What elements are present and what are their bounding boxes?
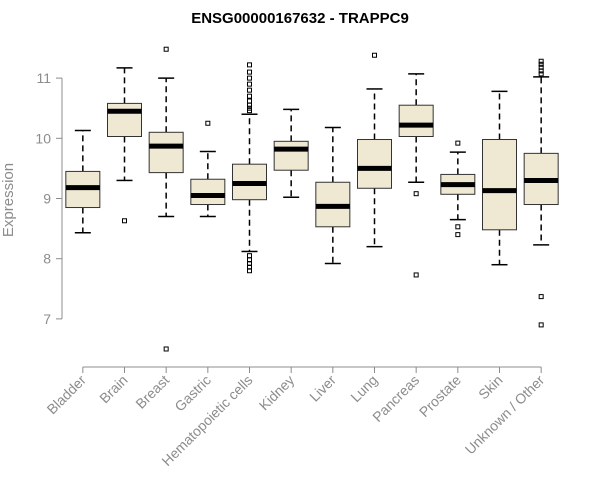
box-liver (315, 126, 351, 265)
box-breast (148, 46, 184, 352)
box-prostate (440, 140, 476, 238)
box-brain (107, 67, 142, 224)
y-tick-label: 8 (43, 251, 51, 267)
box-iqr (357, 139, 392, 189)
outlier-point (538, 68, 544, 74)
boxes-group (65, 46, 559, 352)
outlier-point (455, 232, 461, 238)
box-iqr (107, 102, 142, 138)
outlier-point (122, 218, 127, 224)
x-tick-label: Kidney (256, 372, 298, 414)
outlier-point (455, 224, 461, 230)
x-tick-label: Unknown / Other (462, 372, 548, 458)
x-tick-label: Prostate (416, 372, 464, 420)
box-iqr (482, 139, 517, 231)
y-tick-label: 11 (36, 70, 51, 86)
outlier-point (538, 71, 544, 77)
box-iqr (273, 140, 309, 171)
box-iqr (148, 131, 184, 174)
outlier-point (247, 75, 252, 81)
box-unknown-other (523, 58, 559, 328)
outlier-point (413, 191, 419, 197)
outlier-point (247, 102, 252, 108)
outlier-point (163, 46, 169, 52)
x-tick-label: Brain (96, 372, 130, 406)
outlier-point (247, 268, 252, 274)
x-tick-label: Bladder (44, 372, 90, 418)
outlier-point (538, 58, 544, 64)
outlier-point (538, 322, 544, 328)
y-tick-label: 9 (43, 191, 51, 207)
outlier-point (247, 81, 252, 87)
outlier-point (247, 69, 252, 75)
y-axis-label: Expression (0, 163, 17, 237)
x-tick-label: Breast (132, 372, 172, 412)
box-lung (357, 52, 392, 248)
outlier-point (538, 294, 544, 300)
box-hematopoietic-cells (232, 62, 267, 274)
box-gastric (190, 120, 226, 218)
box-iqr (190, 178, 226, 206)
outlier-point (455, 140, 461, 146)
outlier-point (247, 108, 252, 114)
box-skin (482, 90, 517, 266)
outlier-point (163, 346, 169, 352)
outlier-point (247, 98, 252, 104)
y-tick-label: 7 (43, 311, 51, 327)
outlier-point (247, 253, 252, 259)
chart-title: ENSG00000167632 - TRAPPC9 (191, 10, 409, 27)
box-iqr (398, 104, 434, 138)
x-tick-label: Skin (475, 372, 506, 403)
x-tick-label: Lung (347, 372, 380, 405)
outlier-point (205, 120, 211, 126)
outlier-point (247, 62, 252, 68)
outlier-point (538, 61, 544, 67)
outlier-point (413, 272, 419, 278)
box-pancreas (398, 73, 434, 278)
outlier-point (372, 52, 377, 58)
x-tick-label: Liver (306, 372, 339, 405)
y-tick-label: 10 (35, 130, 51, 146)
outlier-point (247, 87, 252, 93)
box-kidney (273, 108, 309, 199)
outlier-point (247, 93, 252, 99)
y-axis: 7 8 9 10 11 (35, 70, 63, 327)
box-bladder (65, 129, 101, 234)
